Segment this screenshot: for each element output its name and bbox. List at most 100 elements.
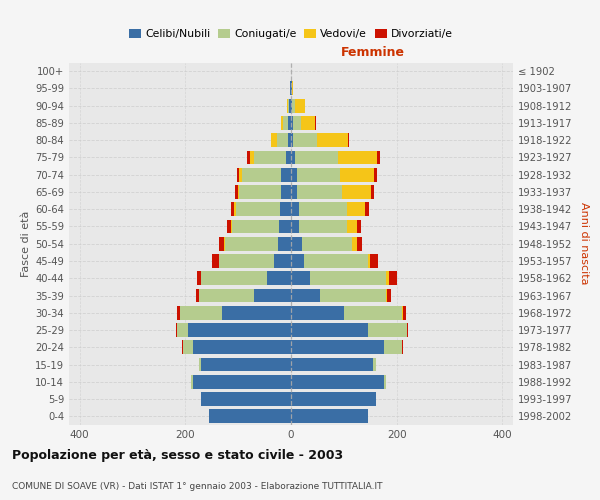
Bar bbox=[238, 185, 239, 199]
Bar bbox=[291, 202, 299, 216]
Bar bbox=[386, 272, 389, 285]
Bar bbox=[383, 340, 402, 354]
Bar bbox=[239, 185, 281, 199]
Bar bbox=[182, 340, 193, 354]
Bar bbox=[231, 202, 234, 216]
Bar bbox=[193, 340, 291, 354]
Bar bbox=[365, 202, 369, 216]
Bar bbox=[389, 272, 397, 285]
Bar bbox=[199, 288, 254, 302]
Bar bbox=[201, 392, 291, 406]
Bar bbox=[292, 99, 295, 112]
Bar bbox=[218, 254, 274, 268]
Bar bbox=[289, 99, 291, 112]
Bar bbox=[317, 134, 347, 147]
Bar bbox=[180, 306, 222, 320]
Bar bbox=[291, 306, 344, 320]
Bar bbox=[407, 323, 409, 337]
Bar bbox=[347, 220, 357, 234]
Bar bbox=[347, 134, 349, 147]
Bar bbox=[295, 99, 305, 112]
Bar bbox=[280, 202, 291, 216]
Bar bbox=[403, 306, 406, 320]
Bar bbox=[402, 306, 403, 320]
Bar bbox=[235, 185, 238, 199]
Bar bbox=[250, 150, 254, 164]
Bar bbox=[291, 358, 373, 372]
Bar bbox=[340, 168, 374, 181]
Bar bbox=[291, 116, 293, 130]
Bar bbox=[222, 306, 291, 320]
Bar bbox=[231, 220, 232, 234]
Bar bbox=[291, 168, 298, 181]
Bar bbox=[352, 237, 357, 250]
Bar bbox=[291, 254, 304, 268]
Bar bbox=[286, 150, 291, 164]
Bar bbox=[283, 116, 289, 130]
Bar bbox=[196, 288, 199, 302]
Bar bbox=[224, 237, 225, 250]
Bar bbox=[247, 150, 250, 164]
Bar bbox=[201, 358, 291, 372]
Bar bbox=[304, 254, 368, 268]
Bar bbox=[357, 237, 362, 250]
Bar bbox=[293, 116, 301, 130]
Bar bbox=[302, 237, 352, 250]
Bar bbox=[291, 150, 295, 164]
Bar bbox=[242, 168, 281, 181]
Bar bbox=[347, 202, 365, 216]
Bar bbox=[291, 410, 368, 424]
Bar bbox=[271, 134, 277, 147]
Bar bbox=[291, 134, 293, 147]
Bar bbox=[199, 358, 201, 372]
Bar bbox=[178, 306, 180, 320]
Bar bbox=[291, 392, 376, 406]
Bar bbox=[188, 323, 291, 337]
Bar bbox=[281, 168, 291, 181]
Bar bbox=[201, 272, 267, 285]
Bar bbox=[254, 150, 286, 164]
Bar bbox=[191, 375, 193, 389]
Bar bbox=[291, 340, 383, 354]
Bar bbox=[281, 116, 283, 130]
Bar bbox=[254, 288, 291, 302]
Bar bbox=[292, 82, 293, 96]
Bar bbox=[280, 220, 291, 234]
Text: Femmine: Femmine bbox=[341, 46, 405, 59]
Bar bbox=[342, 185, 371, 199]
Bar bbox=[387, 288, 391, 302]
Bar bbox=[235, 202, 280, 216]
Bar bbox=[234, 202, 235, 216]
Bar bbox=[291, 375, 383, 389]
Bar bbox=[374, 168, 377, 181]
Bar bbox=[310, 272, 386, 285]
Bar bbox=[293, 134, 317, 147]
Text: COMUNE DI SOAVE (VR) - Dati ISTAT 1° gennaio 2003 - Elaborazione TUTTITALIA.IT: COMUNE DI SOAVE (VR) - Dati ISTAT 1° gen… bbox=[12, 482, 383, 491]
Bar bbox=[357, 220, 361, 234]
Bar bbox=[277, 134, 289, 147]
Bar bbox=[299, 220, 347, 234]
Bar bbox=[287, 99, 289, 112]
Bar bbox=[218, 237, 224, 250]
Legend: Celibi/Nubili, Coniugati/e, Vedovi/e, Divorziati/e: Celibi/Nubili, Coniugati/e, Vedovi/e, Di… bbox=[125, 24, 457, 44]
Bar bbox=[295, 150, 338, 164]
Bar bbox=[338, 150, 377, 164]
Bar bbox=[291, 220, 299, 234]
Bar bbox=[236, 168, 239, 181]
Bar bbox=[209, 410, 291, 424]
Y-axis label: Fasce di età: Fasce di età bbox=[21, 210, 31, 277]
Bar bbox=[291, 323, 368, 337]
Bar bbox=[178, 323, 188, 337]
Bar bbox=[239, 168, 242, 181]
Bar bbox=[197, 272, 201, 285]
Bar bbox=[320, 288, 386, 302]
Bar bbox=[370, 254, 378, 268]
Bar bbox=[232, 220, 280, 234]
Bar bbox=[291, 99, 292, 112]
Bar bbox=[291, 272, 310, 285]
Bar bbox=[225, 237, 278, 250]
Bar bbox=[193, 375, 291, 389]
Bar bbox=[368, 323, 407, 337]
Bar bbox=[402, 340, 403, 354]
Y-axis label: Anni di nascita: Anni di nascita bbox=[580, 202, 589, 285]
